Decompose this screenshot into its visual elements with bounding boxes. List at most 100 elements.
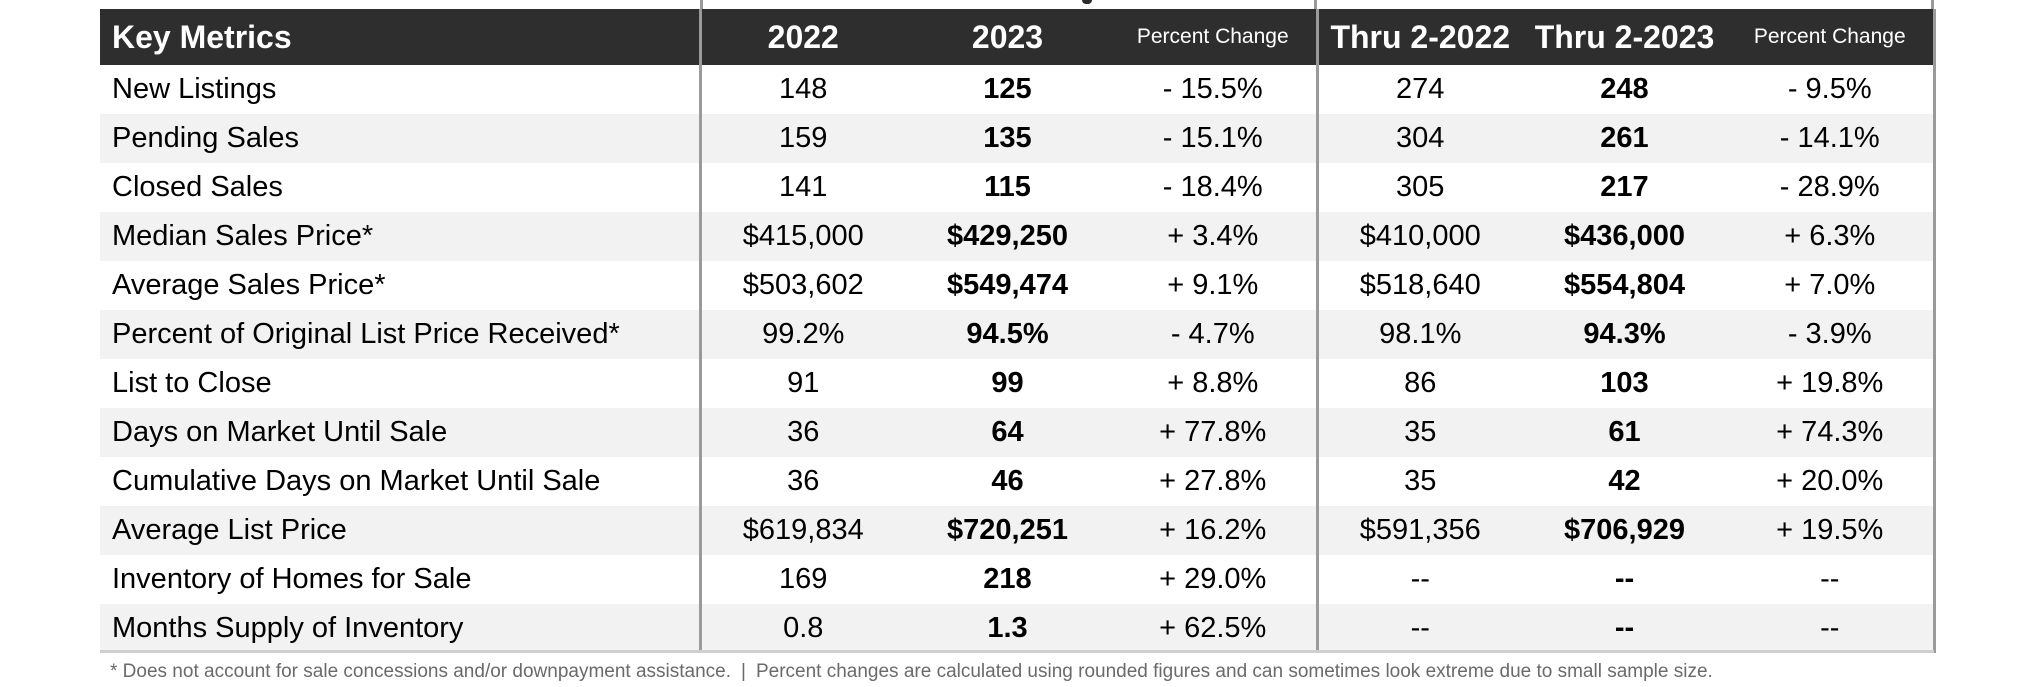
cell-2023: 125 xyxy=(905,65,1110,114)
table-row: List to Close 91 99 + 8.8% 86 103 + 19.8% xyxy=(100,359,1936,408)
header-thru-2-2022: Thru 2-2022 xyxy=(1315,9,1522,65)
cell-2023: 46 xyxy=(905,457,1110,506)
cell-percent-change-ytd: -- xyxy=(1727,604,1936,653)
cell-thru-2-2023: 61 xyxy=(1522,408,1727,457)
header-percent-change-ytd: Percent Change xyxy=(1727,9,1936,65)
metric-label: Median Sales Price* xyxy=(100,212,700,261)
cell-2023: 99 xyxy=(905,359,1110,408)
cell-thru-2-2023: 217 xyxy=(1522,163,1727,212)
cell-thru-2-2022: 86 xyxy=(1315,359,1522,408)
table-row: Average Sales Price* $503,602 $549,474 + 9.… xyxy=(100,261,1936,310)
cell-thru-2-2022: $591,356 xyxy=(1315,506,1522,555)
top-divider-mid xyxy=(1314,0,1317,10)
cell-percent-change: + 8.8% xyxy=(1110,359,1317,408)
header-2022: 2022 xyxy=(698,9,905,65)
cell-percent-change-ytd: + 74.3% xyxy=(1727,408,1936,457)
cell-thru-2-2023: 248 xyxy=(1522,65,1727,114)
cell-percent-change-ytd: -- xyxy=(1727,555,1936,604)
cell-thru-2-2023: 94.3% xyxy=(1522,310,1727,359)
metric-label: Months Supply of Inventory xyxy=(100,604,700,653)
header-2023: 2023 xyxy=(905,9,1110,65)
cell-thru-2-2023: -- xyxy=(1522,555,1727,604)
cell-2022: 99.2% xyxy=(698,310,905,359)
cell-2022: $503,602 xyxy=(698,261,905,310)
cell-percent-change: + 77.8% xyxy=(1110,408,1317,457)
table-row: New Listings 148 125- 15.5% 274 248- 9.5% xyxy=(100,65,1936,114)
cell-2023: 135 xyxy=(905,114,1110,163)
cell-percent-change: + 9.1% xyxy=(1110,261,1317,310)
table-row: Cumulative Days on Market Until Sale 36 46… xyxy=(100,457,1936,506)
footnote-separator: | xyxy=(741,661,746,682)
cell-2023: 218 xyxy=(905,555,1110,604)
cell-percent-change: + 29.0% xyxy=(1110,555,1317,604)
metric-label: Average List Price xyxy=(100,506,700,555)
cell-percent-change-ytd: - 28.9% xyxy=(1727,163,1936,212)
footnote-rounding-note: Percent changes are calculated using rou… xyxy=(755,661,1713,682)
cell-2022: 0.8 xyxy=(698,604,905,653)
cell-percent-change: + 62.5% xyxy=(1110,604,1317,653)
cell-thru-2-2022: 98.1% xyxy=(1315,310,1522,359)
cell-thru-2-2022: $518,640 xyxy=(1315,261,1522,310)
header-thru-2-2023: Thru 2-2023 xyxy=(1522,9,1727,65)
cell-percent-change: + 27.8% xyxy=(1110,457,1317,506)
cell-2022: 148 xyxy=(698,65,905,114)
table-bottom-rule xyxy=(100,650,1934,653)
footnote: * Does not account for sale concessions … xyxy=(110,661,1713,683)
cell-2023: 94.5% xyxy=(905,310,1110,359)
table-row: Inventory of Homes for Sale 169 218 + 29.0%… xyxy=(100,555,1936,604)
metric-label: List to Close xyxy=(100,359,700,408)
footnote-asterisk-note: * Does not account for sale concessions … xyxy=(110,661,732,682)
cell-percent-change-ytd: - 3.9% xyxy=(1727,310,1936,359)
table-body: New Listings 148 125- 15.5% 274 248- 9.5% Pen… xyxy=(100,65,1936,653)
table-row: Median Sales Price* $415,000 $429,250 + 3.4… xyxy=(100,212,1936,261)
cell-2023: $549,474 xyxy=(905,261,1110,310)
cell-2023: $720,251 xyxy=(905,506,1110,555)
cell-thru-2-2022: 274 xyxy=(1315,65,1522,114)
table-row: Months Supply of Inventory 0.8 1.3 + 62.5% -… xyxy=(100,604,1936,653)
cell-percent-change: - 4.7% xyxy=(1110,310,1317,359)
table-row: Average List Price $619,834 $720,251 + 16.2… xyxy=(100,506,1936,555)
cell-2022: $619,834 xyxy=(698,506,905,555)
cell-thru-2-2023: 261 xyxy=(1522,114,1727,163)
cell-2022: 36 xyxy=(698,408,905,457)
table-row: Days on Market Until Sale 36 64 + 77.8% 35 61… xyxy=(100,408,1936,457)
cell-percent-change-ytd: + 7.0% xyxy=(1727,261,1936,310)
cell-thru-2-2023: $706,929 xyxy=(1522,506,1727,555)
table-row: Closed Sales 141 115- 18.4% 305 217- 28.9% xyxy=(100,163,1936,212)
cell-percent-change-ytd: + 19.5% xyxy=(1727,506,1936,555)
cell-thru-2-2023: $554,804 xyxy=(1522,261,1727,310)
cell-2023: 1.3 xyxy=(905,604,1110,653)
cell-thru-2-2022: 35 xyxy=(1315,408,1522,457)
cell-thru-2-2023: 42 xyxy=(1522,457,1727,506)
cell-thru-2-2022: 35 xyxy=(1315,457,1522,506)
metric-label: Inventory of Homes for Sale xyxy=(100,555,700,604)
cell-percent-change: - 15.5% xyxy=(1110,65,1317,114)
cell-percent-change-ytd: - 14.1% xyxy=(1727,114,1936,163)
cell-thru-2-2022: -- xyxy=(1315,555,1522,604)
table-row: Pending Sales 159 135- 15.1% 304 261- 14.1% xyxy=(100,114,1936,163)
cell-percent-change: - 18.4% xyxy=(1110,163,1317,212)
metric-label: Pending Sales xyxy=(100,114,700,163)
cell-thru-2-2022: $410,000 xyxy=(1315,212,1522,261)
metric-label: Cumulative Days on Market Until Sale xyxy=(100,457,700,506)
cell-thru-2-2022: 305 xyxy=(1315,163,1522,212)
metric-label: Days on Market Until Sale xyxy=(100,408,700,457)
metric-label: New Listings xyxy=(100,65,700,114)
cell-2022: 159 xyxy=(698,114,905,163)
cell-2023: $429,250 xyxy=(905,212,1110,261)
cell-2022: 141 xyxy=(698,163,905,212)
cell-percent-change-ytd: + 19.8% xyxy=(1727,359,1936,408)
table-row: Percent of Original List Price Received*… xyxy=(100,310,1936,359)
metric-label: Closed Sales xyxy=(100,163,700,212)
metric-label: Average Sales Price* xyxy=(100,261,700,310)
cell-thru-2-2023: 103 xyxy=(1522,359,1727,408)
metric-label: Percent of Original List Price Received* xyxy=(100,310,700,359)
header-key-metrics: Key Metrics xyxy=(100,9,700,65)
top-divider-left xyxy=(700,0,703,10)
cell-thru-2-2023: -- xyxy=(1522,604,1727,653)
cell-2022: $415,000 xyxy=(698,212,905,261)
cell-2022: 36 xyxy=(698,457,905,506)
cell-2022: 91 xyxy=(698,359,905,408)
cell-percent-change-ytd: - 9.5% xyxy=(1727,65,1936,114)
top-edge-mark xyxy=(1082,0,1092,4)
